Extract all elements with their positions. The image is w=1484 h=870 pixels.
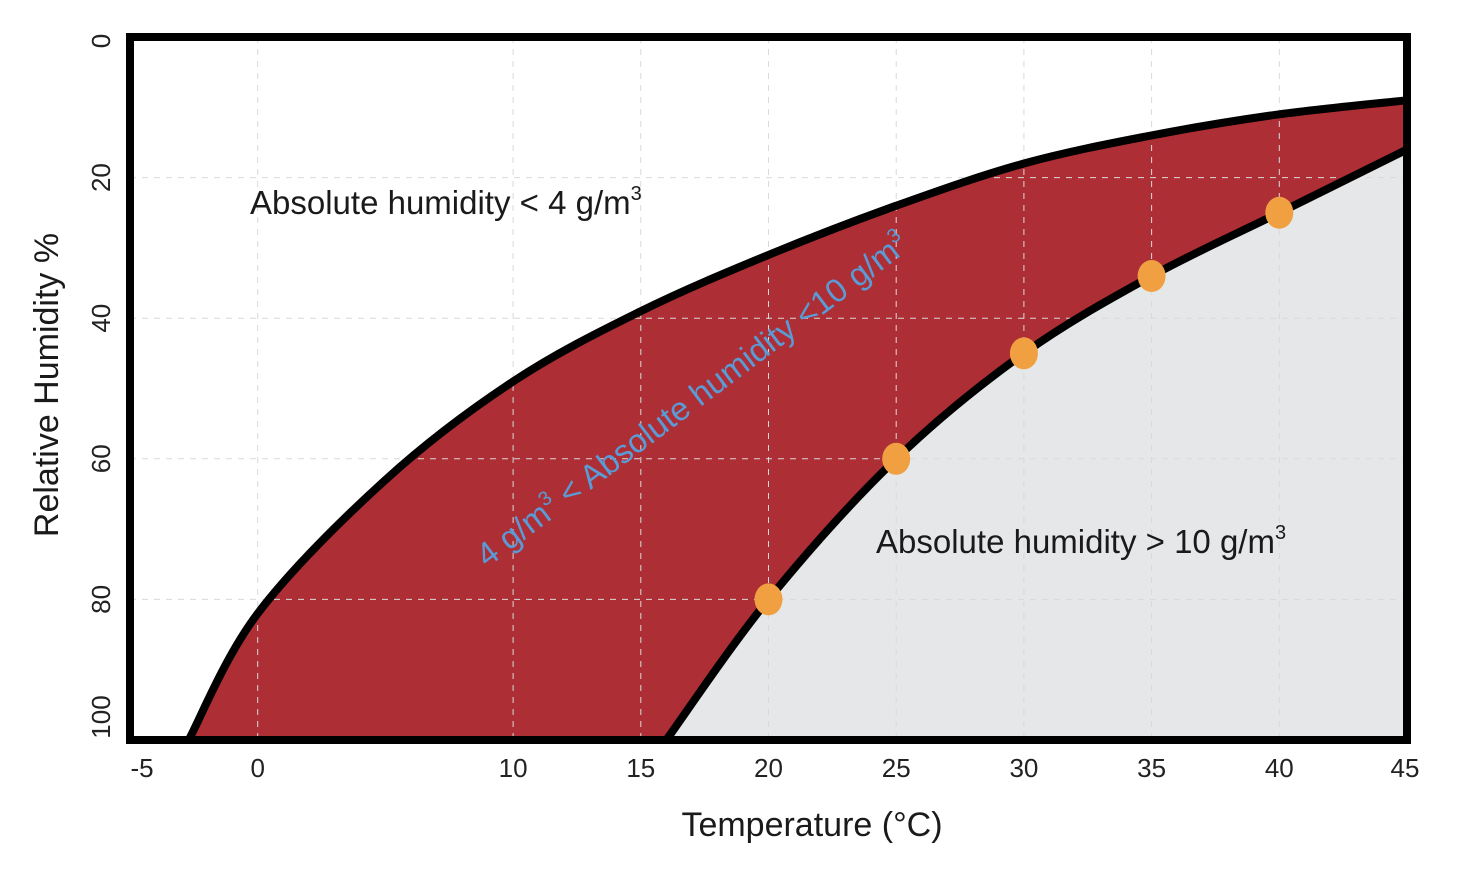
data-point xyxy=(754,583,783,616)
x-tick-label: 0 xyxy=(250,753,264,783)
data-point xyxy=(1137,260,1166,293)
x-tick-label: 40 xyxy=(1265,753,1294,783)
y-tick-labels: 0 20 40 60 80 100 xyxy=(86,34,116,739)
y-tick-label: 60 xyxy=(86,444,116,473)
x-tick-label: -5 xyxy=(130,753,153,783)
region-fills xyxy=(130,37,1408,741)
data-point xyxy=(882,442,911,475)
y-tick-label: 20 xyxy=(86,163,116,192)
curve-4gm3 xyxy=(185,96,1408,742)
x-tick-label: 15 xyxy=(626,753,655,783)
y-tick-label: 0 xyxy=(86,34,116,48)
data-point xyxy=(1009,337,1038,370)
x-tick-labels: -5 0 10 15 20 25 30 35 40 45 xyxy=(130,753,1419,783)
high-region xyxy=(666,149,1407,740)
y-axis-title: Relative Humidity % xyxy=(28,233,66,537)
x-tick-label: 45 xyxy=(1391,753,1420,783)
x-tick-label: 30 xyxy=(1009,753,1038,783)
x-tick-label: 35 xyxy=(1137,753,1166,783)
data-points xyxy=(754,196,1294,616)
data-point xyxy=(1265,196,1294,229)
plot-frame xyxy=(126,33,1411,744)
y-tick-label: 40 xyxy=(86,304,116,333)
x-tick-label: 25 xyxy=(882,753,911,783)
x-tick-label: 10 xyxy=(499,753,528,783)
x-tick-label: 20 xyxy=(754,753,783,783)
y-tick-label: 100 xyxy=(86,695,116,738)
high-humidity-label: Absolute humidity > 10 g/m3 xyxy=(876,522,1286,560)
x-axis-title: Temperature (°C) xyxy=(681,806,942,844)
low-humidity-label: Absolute humidity < 4 g/m3 xyxy=(250,183,642,221)
y-tick-label: 80 xyxy=(86,585,116,614)
